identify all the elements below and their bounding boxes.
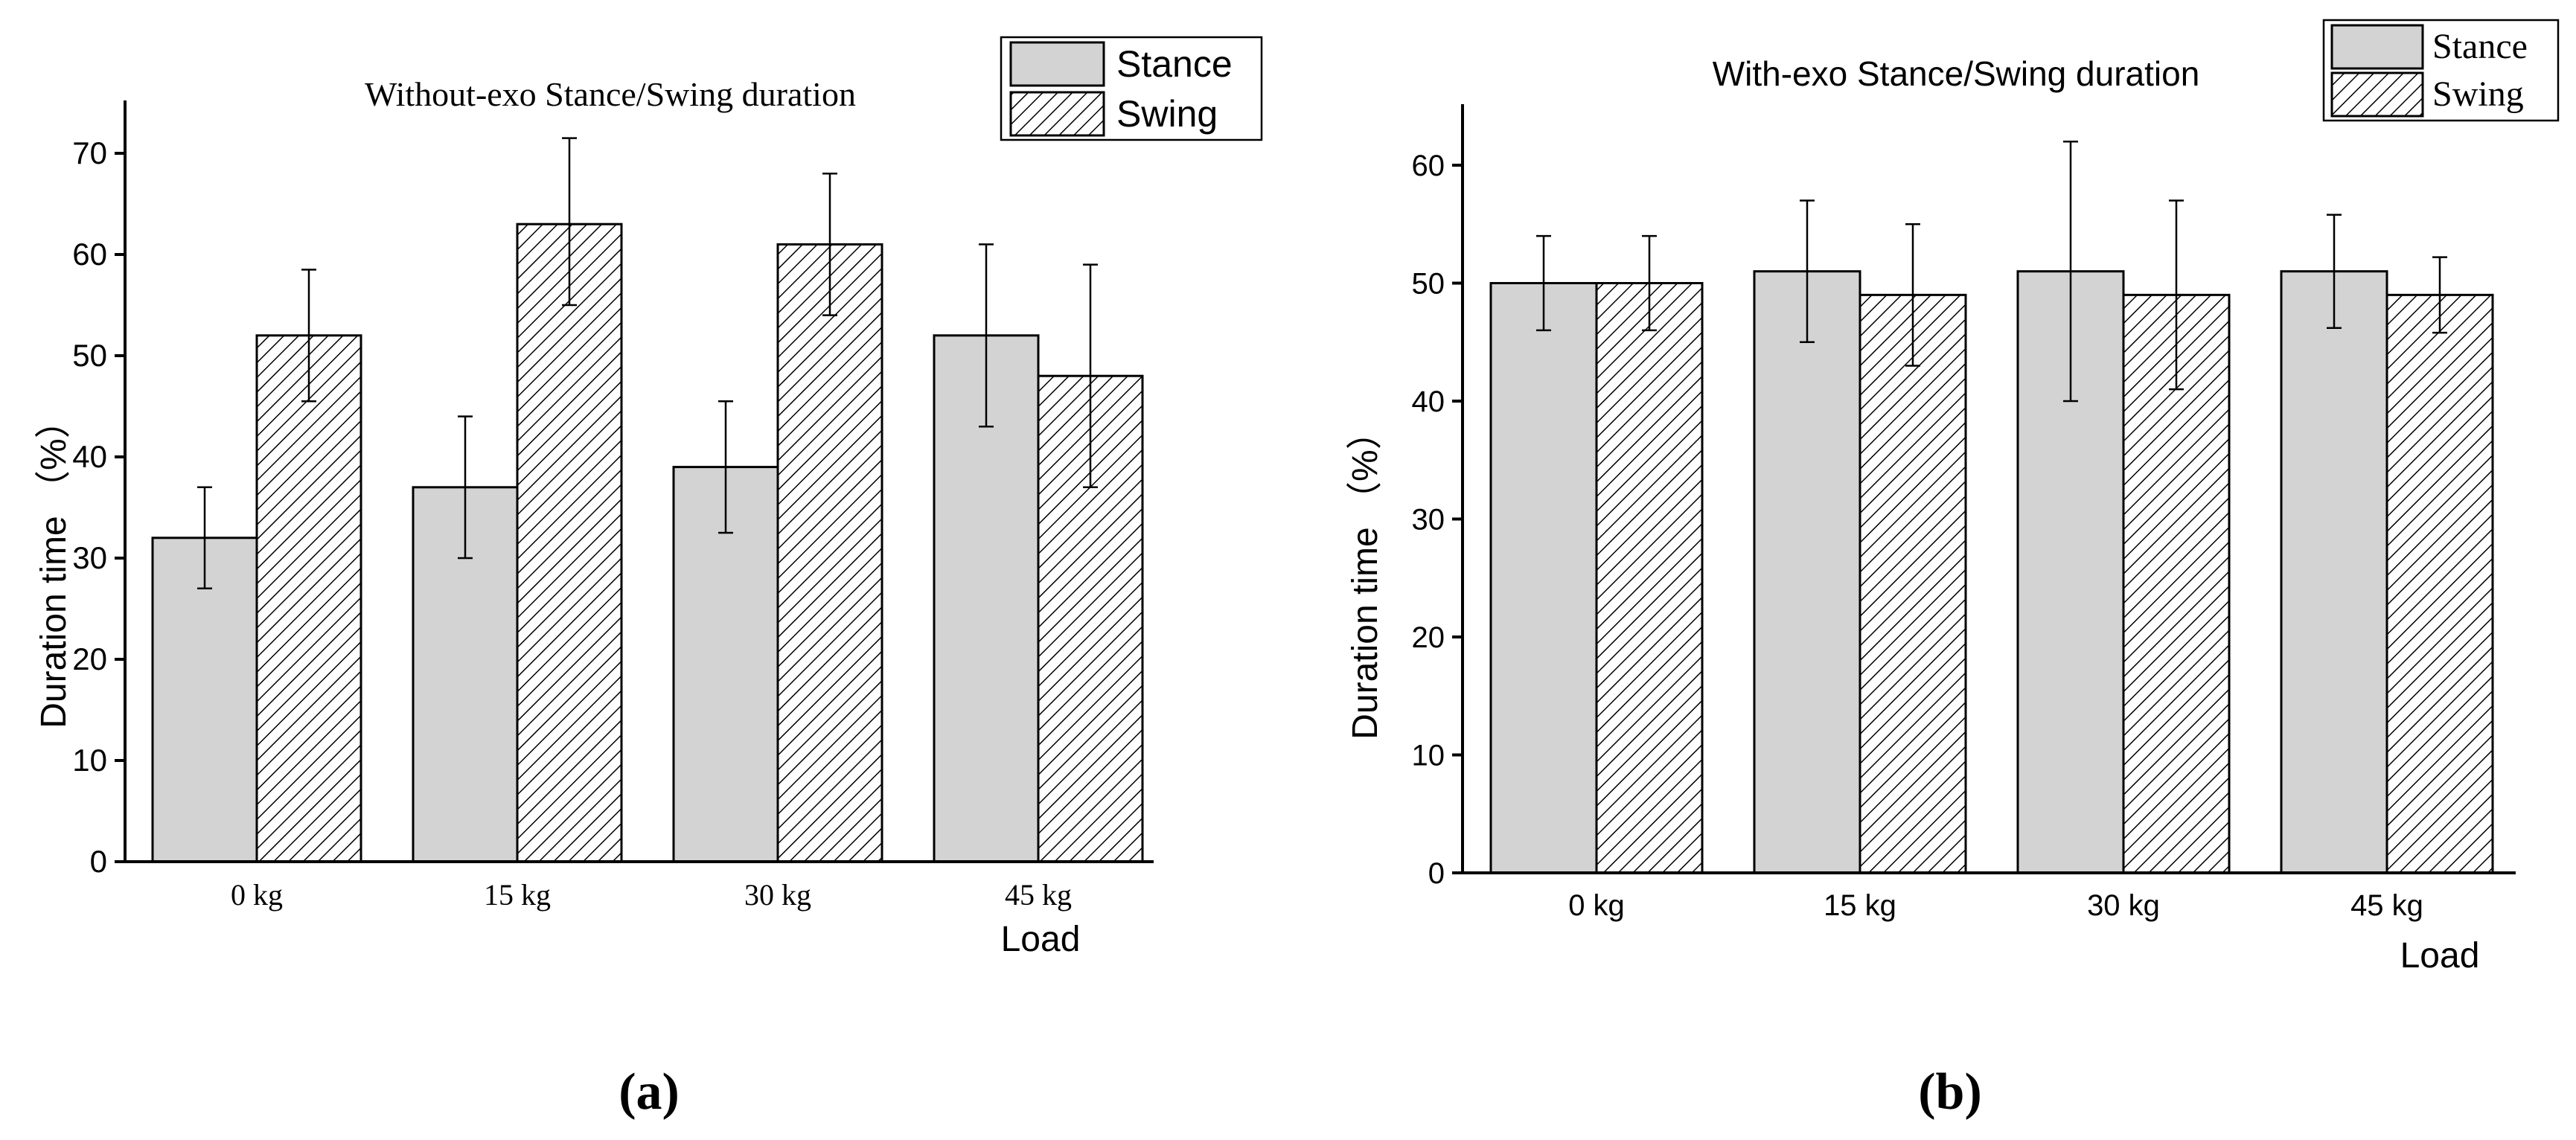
panel-b-legend-swing: Swing — [2432, 74, 2524, 114]
panel-a-errorbar-swing — [301, 269, 316, 403]
panel-b-xtick-label: 45 kg — [2350, 889, 2423, 922]
panel-b-bar-swing — [2385, 293, 2494, 874]
panel-a-ytick-label: 30 — [72, 540, 107, 575]
panel-a-bar-swing — [255, 334, 362, 863]
panel-b-ylabel: Duration time （%） — [1346, 414, 1385, 739]
panel-b-xtick-label: 0 kg — [1568, 889, 1625, 922]
panel-b-errorbar-stance — [2063, 141, 2078, 403]
panel-b-label: (b) — [1918, 1063, 1982, 1121]
panel-b-errorbar-swing — [2169, 199, 2184, 391]
panel-b-y-ticks: 0 10 20 30 40 50 60 — [1412, 150, 1463, 890]
panel-a-legend-stance: Stance — [1116, 43, 1233, 85]
panel-a-title: Without-exo Stance/Swing duration — [365, 75, 856, 113]
panel-b-legend: Stance Swing — [2322, 19, 2560, 122]
panel-a-ytick-label: 0 — [90, 844, 107, 879]
panel-a-ylabel: Duration time （%） — [34, 403, 74, 728]
panel-a-ytick-label: 10 — [72, 743, 107, 778]
panel-b-legend-stance: Stance — [2432, 27, 2528, 66]
panel-b-errorbar-stance — [1536, 234, 1551, 332]
panel-a-xlabel: Load — [1001, 920, 1081, 959]
panel-a-xtick-label: 45 kg — [1005, 878, 1072, 912]
panel-b-errorbar-swing — [1642, 234, 1657, 332]
panel-b-bar-stance — [1753, 270, 1861, 874]
panel-b-xlabel: Load — [2400, 936, 2480, 976]
panel-a-bar-stance — [151, 537, 258, 863]
panel-a-xtick-label: 30 kg — [744, 878, 811, 912]
panel-a-ytick-label: 70 — [72, 135, 107, 170]
panel-b-chart: With-exo Stance/Swing duration Duration … — [1346, 19, 2560, 1121]
panel-a-ytick-label: 40 — [72, 439, 107, 474]
panel-a-bar-swing — [776, 243, 883, 863]
panel-b-bars — [1489, 270, 2494, 874]
panel-a-ytick-label: 60 — [72, 237, 107, 272]
panel-b-xtick-label: 15 kg — [1824, 889, 1896, 922]
panel-b-errorbar-stance — [1800, 199, 1815, 343]
panel-a-legend-stance-swatch — [1009, 41, 1105, 87]
panel-b-ytick-label: 50 — [1412, 268, 1445, 301]
panel-b-legend-stance-swatch — [2330, 24, 2424, 70]
panel-a-bar-swing — [516, 222, 623, 863]
panel-b-error-bars — [1536, 141, 2447, 403]
panel-b-title: With-exo Stance/Swing duration — [1713, 54, 2200, 93]
panel-b-ytick-label: 60 — [1412, 150, 1445, 182]
panel-a-ytick-label: 20 — [72, 641, 107, 676]
panel-b-bar-swing — [1595, 282, 1704, 874]
panel-b-bar-stance — [2280, 270, 2388, 874]
panel-a-errorbar-stance — [458, 415, 473, 560]
panel-a-errorbar-stance — [979, 243, 994, 428]
panel-a-ytick-label: 50 — [72, 338, 107, 373]
panel-a-xtick-label: 0 kg — [231, 878, 283, 912]
panel-a-errorbar-swing — [1083, 263, 1098, 489]
panel-a-bars — [151, 222, 1144, 863]
panel-a-errorbar-stance — [718, 400, 733, 534]
panel-a-errorbar-stance — [197, 486, 212, 590]
panel-b-bar-swing — [2122, 293, 2231, 874]
panel-a-xtick-label: 15 kg — [484, 878, 551, 912]
panel-a-error-bars — [197, 137, 1098, 590]
panel-b-errorbar-stance — [2327, 214, 2342, 329]
panel-a-label: (a) — [619, 1063, 680, 1121]
panel-b-bar-swing — [1859, 293, 1967, 874]
panel-a-x-ticks: 0 kg 15 kg 30 kg 45 kg — [231, 878, 1072, 912]
panel-a-chart: Without-exo Stance/Swing duration Durati… — [34, 36, 1263, 1121]
panel-a-legend-swing-swatch — [1009, 91, 1105, 137]
panel-b-errorbar-swing — [2432, 256, 2447, 334]
panel-b-ytick-label: 40 — [1412, 385, 1445, 418]
panel-a-errorbar-swing — [822, 172, 837, 316]
panel-b-errorbar-swing — [1905, 223, 1920, 367]
panel-a-errorbar-swing — [562, 137, 577, 307]
panel-b-ytick-label: 20 — [1412, 621, 1445, 654]
panel-b-ytick-label: 10 — [1412, 740, 1445, 772]
panel-b-x-ticks: 0 kg 15 kg 30 kg 45 kg — [1568, 889, 2423, 922]
panel-b-ytick-label: 0 — [1428, 857, 1445, 890]
panel-b-ytick-label: 30 — [1412, 504, 1445, 537]
panel-a-y-ticks: 0 10 20 30 40 50 60 70 — [72, 135, 125, 879]
panel-b-legend-swing-swatch — [2330, 71, 2424, 118]
panel-a-legend-swing: Swing — [1116, 93, 1218, 135]
panel-b-xtick-label: 30 kg — [2087, 889, 2160, 922]
panel-a-legend: Stance Swing — [1000, 36, 1263, 141]
panel-b-bar-stance — [1489, 282, 1598, 874]
